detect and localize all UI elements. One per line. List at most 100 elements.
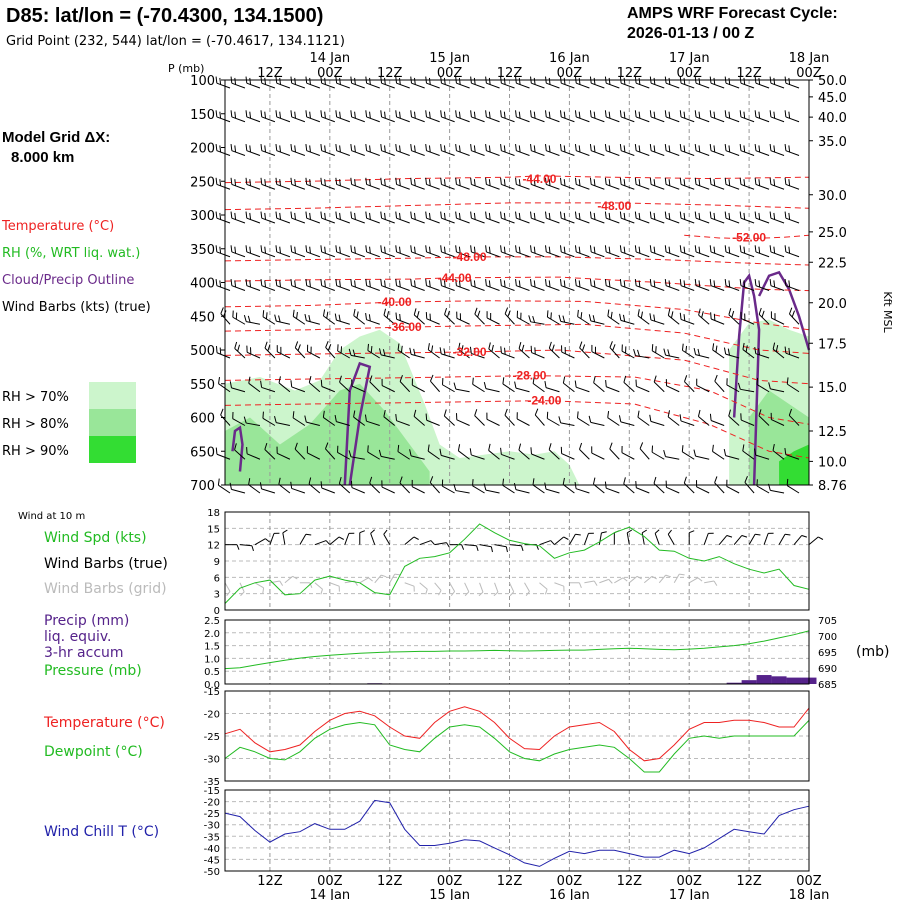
- wind-barb-staff: [728, 415, 740, 426]
- wind-barb-flag: [249, 280, 252, 288]
- wind-barb-staff: [698, 314, 710, 325]
- wind-barb-staff: [605, 251, 620, 258]
- wind-barb-staff: [231, 488, 246, 494]
- wind-barb: [728, 409, 740, 426]
- surface-wind-barb-staff: [748, 534, 756, 545]
- wind-barb-staff: [471, 217, 485, 224]
- wind-barb: [589, 76, 605, 89]
- wind-barb-staff: [620, 116, 635, 123]
- wind-barb-flag: [608, 246, 611, 254]
- wind-barb-staff: [680, 318, 695, 325]
- wind-barb-flag: [713, 280, 716, 288]
- wind-barb-flag: [474, 409, 478, 416]
- wind-barb-flag: [607, 410, 610, 418]
- wind-barb-staff: [621, 452, 635, 460]
- wind-barb-flag: [548, 111, 551, 119]
- wind-barb-flag: [453, 382, 457, 390]
- wind-barb-staff: [441, 82, 455, 89]
- wind-barb-staff: [546, 285, 560, 291]
- wind-barb-staff: [231, 150, 246, 156]
- wind-barb-flag: [230, 143, 233, 151]
- wind-barb-flag: [304, 415, 307, 423]
- wind-barb: [604, 110, 620, 123]
- wind-barb: [607, 410, 620, 426]
- surface-wind-barb: [703, 532, 714, 545]
- wind-barb: [562, 477, 575, 494]
- wind-barb-flag: [276, 446, 278, 454]
- wind-barb-flag: [384, 212, 386, 220]
- wind-barb: [365, 312, 380, 325]
- wind-barb-staff: [637, 416, 650, 426]
- grid-wind-barb-flag: [578, 582, 582, 588]
- wind-barb-staff: [561, 217, 575, 224]
- wind-barb-flag: [473, 111, 476, 119]
- wind-barb: [500, 245, 515, 258]
- wind-barb-flag: [459, 313, 462, 321]
- wind-barb: [305, 110, 321, 123]
- wind-barb: [545, 143, 560, 156]
- wind-barb-flag: [773, 111, 776, 119]
- value-tick-label: 2.0: [204, 629, 220, 640]
- wind-barb-flag: [758, 246, 761, 254]
- wind-barb: [335, 278, 350, 291]
- wind-barb-flag: [324, 179, 326, 186]
- wind-barb-staff: [682, 349, 695, 359]
- wind-barb: [397, 444, 410, 460]
- wind-barb-staff: [351, 251, 365, 258]
- wind-barb-flag: [429, 374, 434, 382]
- wind-barb-staff: [216, 183, 231, 190]
- wind-barb-flag: [518, 145, 521, 153]
- grid-wind-barb-flag: [279, 580, 284, 586]
- surface-wind-barb: [299, 533, 312, 545]
- wind-barb-flag: [772, 443, 775, 451]
- wind-barb: [335, 211, 350, 224]
- wind-barb-staff: [560, 422, 575, 426]
- wind-barb-flag: [425, 312, 428, 319]
- wind-barb-flag: [693, 347, 697, 355]
- wind-barb: [619, 143, 635, 156]
- wind-barb-staff: [351, 82, 365, 89]
- wind-barb-flag: [413, 308, 417, 316]
- value-tick-label: 1.0: [204, 654, 220, 665]
- wind-barb: [574, 110, 590, 123]
- wind-barb-flag: [545, 177, 547, 185]
- wind-barb-flag: [335, 278, 338, 286]
- wind-barb-staff: [291, 150, 306, 156]
- wind-barb-flag: [559, 110, 562, 118]
- wind-barb-staff: [369, 381, 381, 393]
- grid-wind-barb-staff: [704, 580, 715, 584]
- grid-wind-barb: [269, 580, 284, 586]
- wind-barb: [245, 278, 261, 291]
- wind-barb: [649, 110, 665, 123]
- wind-barb-flag: [739, 245, 742, 253]
- wind-barb: [679, 110, 695, 123]
- wind-barb: [769, 143, 785, 156]
- pressure-tick-label: 500: [190, 344, 215, 359]
- wind-barb-flag: [638, 246, 641, 254]
- wind-barb-flag: [278, 477, 281, 485]
- wind-barb-flag: [548, 212, 551, 220]
- wind-barb-flag: [380, 245, 383, 253]
- value-tick-label: -25: [204, 732, 220, 743]
- surface-wind-barb-staff: [329, 536, 340, 546]
- wind-barb-flag: [473, 246, 476, 254]
- wind-barb: [649, 245, 665, 258]
- wind-barb: [365, 278, 380, 291]
- wind-barb-staff: [502, 383, 515, 393]
- wind-barb: [378, 449, 395, 460]
- wind-barb: [440, 177, 455, 190]
- surface-wind-barb-flag: [338, 536, 344, 540]
- wind-barb: [754, 448, 770, 460]
- wind-barb: [410, 143, 425, 156]
- wind-barb-flag: [455, 413, 458, 420]
- grid-wind-barb-staff: [224, 582, 231, 592]
- wind-barb: [278, 376, 291, 393]
- wind-barb-flag: [294, 145, 296, 153]
- wind-barb-flag: [473, 348, 476, 355]
- wind-barb-staff: [291, 386, 306, 393]
- wind-barb: [619, 110, 635, 123]
- wind-barb-flag: [754, 346, 757, 354]
- wind-barb: [724, 211, 740, 224]
- wind-barb-staff: [261, 285, 276, 291]
